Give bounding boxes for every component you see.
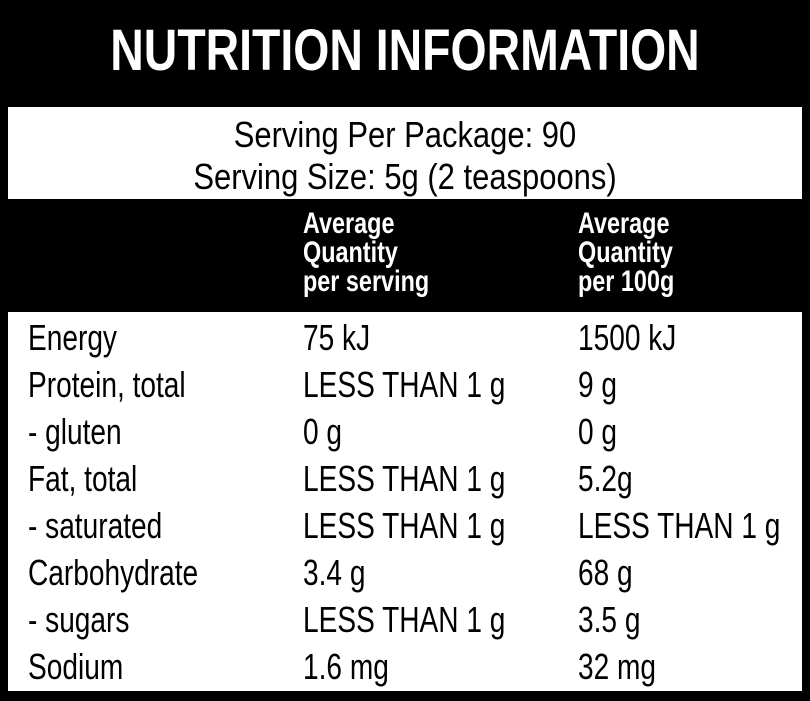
nutrient-name: - sugars	[28, 599, 130, 640]
nutrient-value: LESS THAN 1 g	[303, 364, 506, 405]
nutrient-value: 3.5 g	[578, 599, 641, 640]
column-header: per 100g	[578, 265, 675, 298]
table-body: Energy 75 kJ 1500 kJ Protein, total LESS THA…	[8, 312, 802, 691]
nutrient-value: LESS THAN 1 g	[303, 458, 506, 499]
nutrient-value: 68 g	[578, 552, 633, 593]
nutrient-value: 0 g	[578, 411, 618, 452]
serving-box: Serving Per Package: 90 Serving Size: 5g…	[8, 107, 802, 199]
nutrient-value: LESS THAN 1 g	[303, 599, 506, 640]
nutrient-name: - saturated	[28, 505, 163, 546]
nutrient-value: 75 kJ	[303, 317, 371, 358]
nutrient-value: 5.2g	[578, 458, 633, 499]
nutrient-value: 9 g	[578, 364, 618, 405]
nutrient-name: Energy	[28, 317, 117, 358]
column-header: Average	[303, 207, 395, 240]
nutrient-name: - gluten	[28, 411, 122, 452]
nutrient-value: 1500 kJ	[578, 317, 677, 358]
nutrient-name: Carbohydrate	[28, 552, 199, 593]
column-header: Quantity	[578, 236, 673, 269]
column-header: Average	[578, 207, 670, 240]
serving-line: Serving Per Package: 90	[233, 114, 577, 155]
column-header: Quantity	[303, 236, 398, 269]
nutrient-name: Fat, total	[28, 458, 138, 499]
nutrient-value: LESS THAN 1 g	[578, 505, 781, 546]
nutrient-value: 32 mg	[578, 646, 657, 687]
nutrient-value: 3.4 g	[303, 552, 366, 593]
nutrient-value: 1.6 mg	[303, 646, 389, 687]
title: NUTRITION INFORMATION	[110, 18, 700, 83]
nutrient-value: LESS THAN 1 g	[303, 505, 506, 546]
nutrient-value: 0 g	[303, 411, 343, 452]
nutrient-name: Protein, total	[28, 364, 186, 405]
serving-line: Serving Size: 5g (2 teaspoons)	[193, 156, 617, 197]
nutrient-name: Sodium	[28, 646, 124, 687]
column-header: per serving	[303, 265, 430, 298]
